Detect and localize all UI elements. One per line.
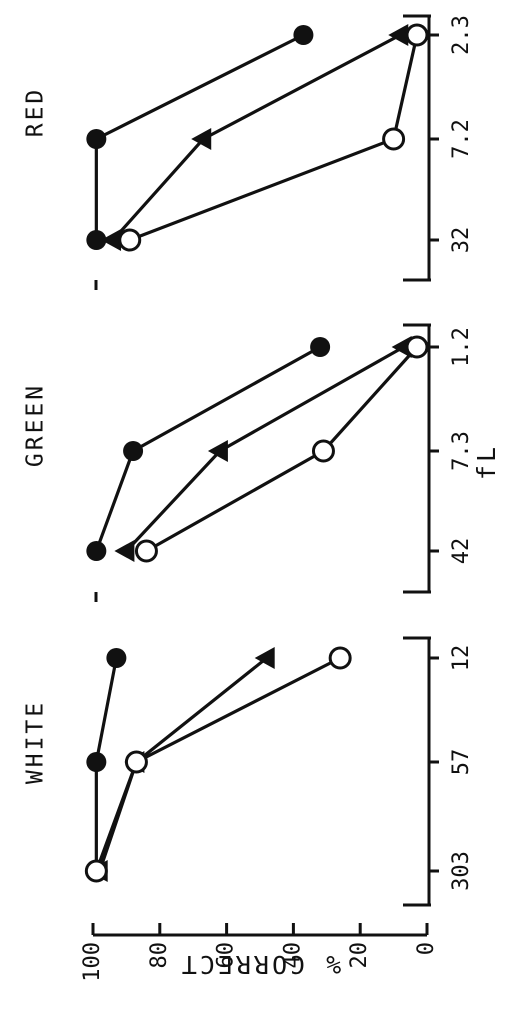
series-line [145,345,419,553]
data-point-filled-triangle [388,24,409,46]
series-filled-triangle [87,647,275,882]
category-tick-label: 2.3 [449,15,474,55]
data-point-open-circle [124,750,148,774]
data-point-filled-circle [106,648,127,668]
panel-red: 32 7.2 2.3 RED [23,14,474,290]
data-point-open-circle [84,859,108,883]
panel-title: WHITE [23,700,49,784]
category-tick-label: 1.2 [449,327,474,367]
data-point-open-circle [405,335,429,359]
panel-title: GREEN [23,383,49,467]
series-line [98,656,268,872]
value-axis-tick-label: 20 [347,942,372,969]
series-line [111,33,402,242]
data-point-filled-circle [293,25,314,45]
data-point-filled-triangle [114,540,135,562]
value-axis-tick-label: 60 [214,942,239,969]
series-line [129,34,419,242]
category-tick-label: 7.3 [449,431,474,471]
panel-green: 42 7.3 1.2 GREEN [23,323,474,602]
value-axis-tick-label: 100 [80,942,105,982]
category-tick-label: 12 [449,645,474,672]
value-axis-tick-label: 40 [280,942,305,969]
category-tick-label: 57 [449,749,474,776]
data-point-filled-circle [86,129,107,149]
data-point-filled-triangle [207,440,228,462]
series-filled-triangle [114,336,412,562]
data-point-filled-circle [310,337,331,357]
category-tick-label: 32 [449,227,474,254]
series-filled-triangle [101,24,409,251]
value-axis: 0 20 40 60 80 100 % CORRECT [80,923,439,982]
series-filled-circle [86,337,331,561]
data-point-filled-triangle [191,128,212,150]
data-point-open-circle [311,439,335,463]
value-axis-tick-label: 80 [147,942,172,969]
value-axis-title: % CORRECT [179,950,341,979]
data-point-filled-circle [123,441,144,461]
data-point-open-circle [118,228,142,252]
data-point-open-circle [405,23,429,47]
panel-title: RED [23,87,49,138]
category-tick-label: 7.2 [449,119,474,159]
category-tick-label: 303 [449,851,474,891]
category-tick-label: 42 [449,538,474,565]
data-point-open-circle [134,539,158,563]
data-point-filled-triangle [101,229,122,251]
data-point-filled-circle [86,230,107,250]
series-open-circle [84,646,352,883]
luminance-axis-title: fL [472,444,501,480]
data-point-filled-triangle [391,336,412,358]
data-point-open-circle [382,127,406,151]
value-axis-tick-label: 0 [414,942,439,955]
data-point-filled-circle [86,541,107,561]
series-filled-circle [86,25,314,250]
series-open-circle [134,335,429,563]
panel-white: 303 57 12 WHITE [23,636,474,907]
series-open-circle [118,23,429,252]
data-point-open-circle [328,646,352,670]
data-point-filled-triangle [254,647,275,669]
data-point-filled-circle [86,752,107,772]
